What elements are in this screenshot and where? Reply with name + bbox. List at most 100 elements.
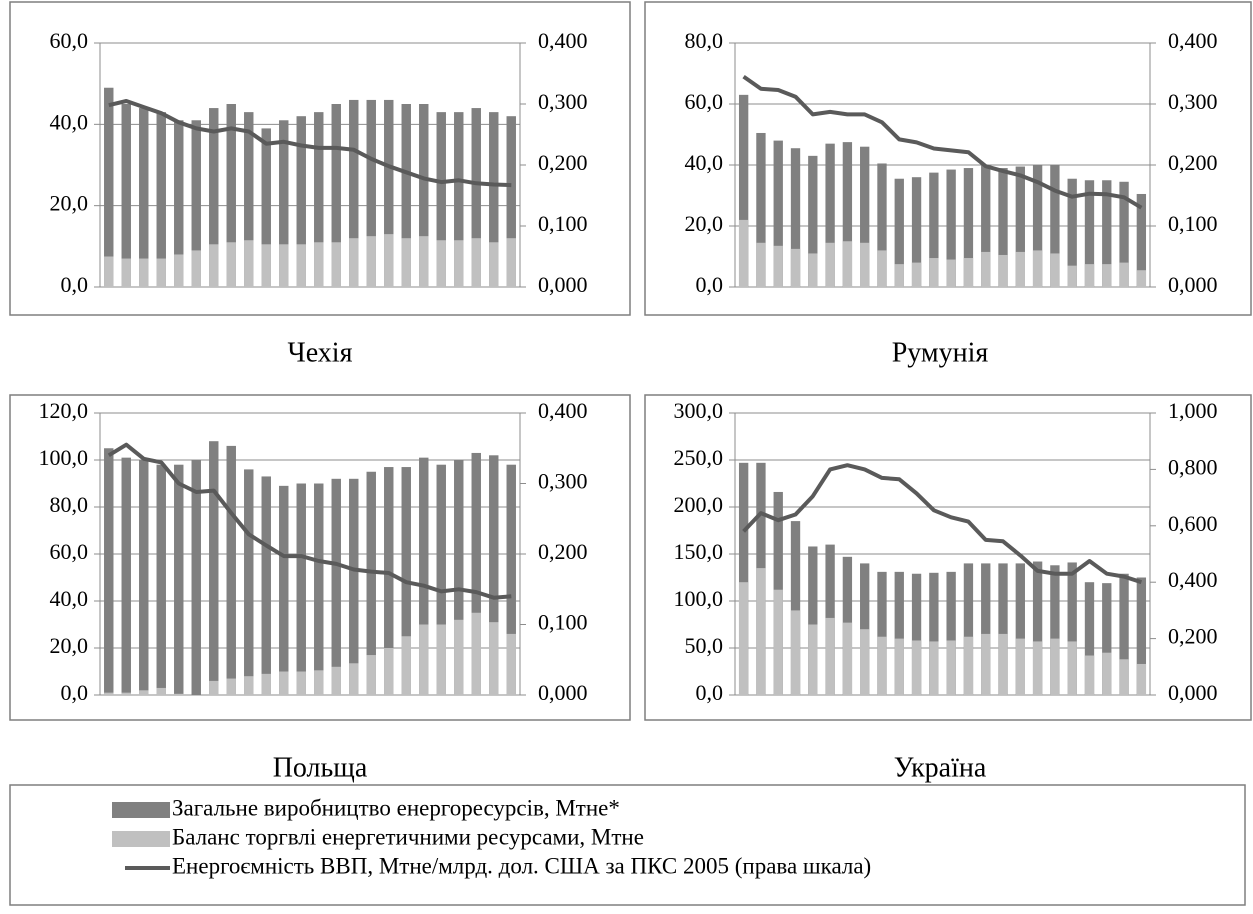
- bar: [209, 108, 219, 287]
- bar: [1067, 178, 1077, 287]
- bar: [384, 234, 394, 287]
- bar: [244, 240, 254, 287]
- bar: [314, 483, 324, 695]
- y-tick-label: 120,0: [39, 398, 89, 423]
- bar: [331, 666, 341, 695]
- bar: [506, 238, 516, 287]
- bar: [349, 238, 359, 287]
- bar: [738, 462, 749, 695]
- bar: [139, 108, 149, 287]
- bar: [331, 104, 341, 287]
- bar: [1084, 180, 1095, 287]
- y2-tick-label: 0,000: [538, 272, 588, 297]
- bar: [877, 571, 887, 695]
- bar: [366, 655, 376, 695]
- bar: [1136, 270, 1147, 287]
- y2-tick-label: 0,200: [1168, 624, 1218, 649]
- legend-label: Загальне виробництво енергоресурсів, Мтн…: [172, 795, 620, 820]
- bar: [1050, 565, 1060, 695]
- y-tick-label: 40,0: [50, 586, 89, 611]
- legend-swatch: [112, 831, 170, 847]
- bar: [1119, 262, 1129, 287]
- bar: [121, 104, 131, 287]
- bar: [279, 244, 289, 287]
- bar: [738, 582, 749, 695]
- bar: [1102, 652, 1112, 695]
- bar: [998, 168, 1008, 287]
- bar: [419, 624, 429, 695]
- bar: [929, 258, 939, 287]
- line: [107, 442, 512, 600]
- bar: [419, 104, 429, 287]
- y-tick-label: 50,0: [685, 633, 724, 658]
- bar: [489, 242, 499, 287]
- bar: [314, 670, 324, 695]
- bar: [946, 571, 956, 695]
- bar: [877, 636, 887, 695]
- y-tick-label: 0,0: [696, 680, 724, 705]
- bar: [963, 258, 974, 287]
- bar: [261, 244, 271, 287]
- bar: [384, 99, 394, 287]
- bar: [139, 258, 149, 287]
- chart-title: Україна: [894, 752, 987, 783]
- bar: [401, 104, 411, 287]
- bar: [349, 99, 359, 287]
- bar: [825, 143, 835, 287]
- bar: [191, 120, 201, 288]
- line: [742, 74, 1143, 210]
- legend-swatch: [112, 802, 170, 818]
- bar: [790, 148, 801, 287]
- bar: [419, 236, 429, 287]
- bar: [506, 116, 516, 287]
- bar: [1067, 641, 1077, 695]
- bar: [436, 464, 446, 695]
- bar: [1119, 659, 1129, 695]
- bar: [436, 624, 446, 695]
- y-tick-label: 80,0: [50, 492, 89, 517]
- y-tick-label: 0,0: [696, 272, 724, 297]
- bar: [1015, 638, 1025, 695]
- y-tick-label: 20,0: [50, 191, 89, 216]
- bar: [121, 258, 131, 287]
- bar: [279, 120, 289, 288]
- bar: [454, 240, 464, 287]
- bar: [825, 242, 835, 287]
- panel-frame: [644, 1, 1252, 316]
- y2-tick-label: 0,100: [538, 610, 588, 635]
- bar: [261, 476, 271, 695]
- bar: [773, 245, 783, 287]
- legend-label: Енергоємність ВВП, Мтне/млрд. дол. США з…: [172, 853, 871, 878]
- bar: [998, 254, 1008, 287]
- bar: [946, 640, 956, 695]
- bar: [1136, 663, 1147, 695]
- bar: [471, 612, 481, 695]
- line: [108, 99, 512, 188]
- y2-tick-label: 0,200: [538, 539, 588, 564]
- panel-frame: [9, 394, 631, 721]
- panel-frame: [644, 394, 1252, 721]
- y2-tick-label: 0,200: [538, 150, 588, 175]
- bar: [209, 244, 219, 287]
- bar: [104, 692, 114, 695]
- panel-frame: [9, 1, 631, 316]
- bar: [1032, 250, 1043, 287]
- bar: [808, 546, 818, 695]
- bar: [1136, 577, 1147, 695]
- bar: [226, 445, 236, 695]
- y2-tick-label: 0,400: [1168, 567, 1218, 592]
- bar: [244, 112, 254, 287]
- bar: [946, 259, 956, 287]
- bar: [156, 464, 166, 695]
- bar: [401, 238, 411, 287]
- bar: [454, 460, 464, 695]
- bar: [366, 99, 376, 287]
- bar: [756, 242, 766, 287]
- bar: [471, 108, 481, 287]
- y2-tick-label: 0,100: [538, 211, 588, 236]
- bar: [929, 172, 939, 287]
- bar: [1032, 165, 1043, 287]
- bar: [296, 671, 306, 695]
- bar: [981, 633, 991, 695]
- bar: [506, 464, 516, 695]
